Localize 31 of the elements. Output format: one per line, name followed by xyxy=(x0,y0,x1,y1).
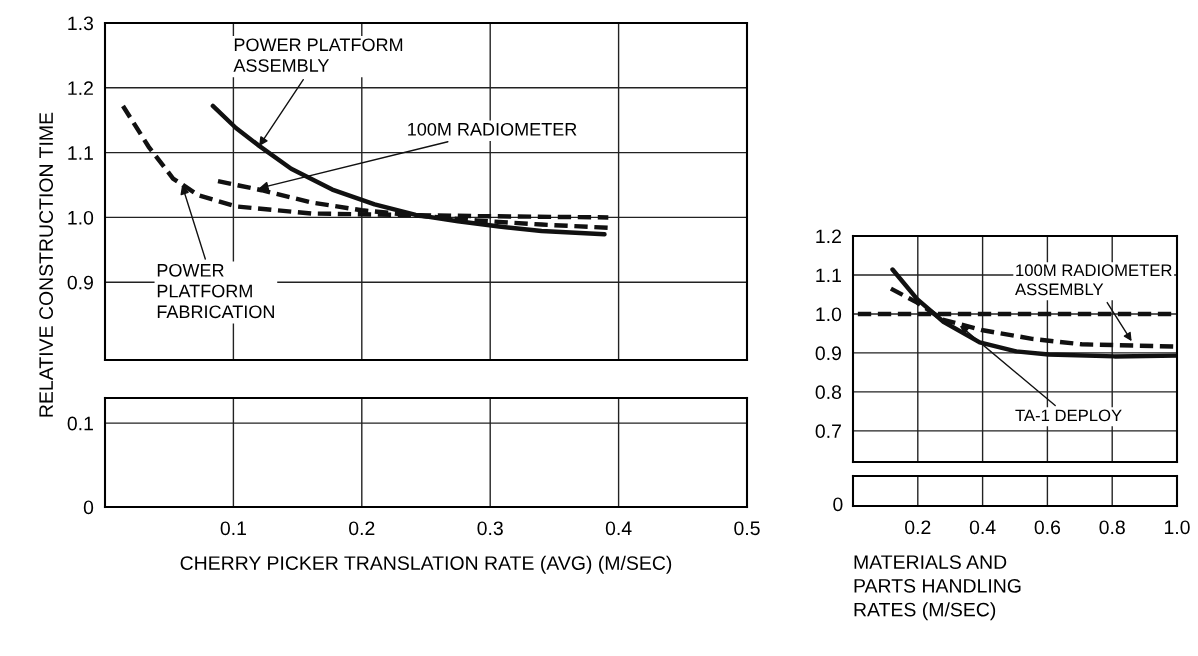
x-axis-title: CHERRY PICKER TRANSLATION RATE (AVG) (M/SEC) xyxy=(180,555,672,574)
y-tick-label: 1.0 xyxy=(68,210,94,225)
y-tick-label: 1.1 xyxy=(816,268,841,283)
x-tick-label: 0.2 xyxy=(349,521,375,536)
x-tick-label: 1.0 xyxy=(1164,520,1190,535)
x-tick-label: 0.4 xyxy=(969,520,996,535)
y-tick-label: 0.8 xyxy=(815,385,842,400)
annotation: TA-1 DEPLOY xyxy=(1015,409,1122,422)
y-tick-label: 1.1 xyxy=(68,146,93,160)
annotation: 100M RADIOMETER xyxy=(408,122,577,136)
y-tick-label: 0.9 xyxy=(815,346,841,361)
x-axis-title: MATERIALS AND PARTS HANDLING RATES (M/SEC) xyxy=(854,555,1021,621)
y-tick-label: 0.9 xyxy=(67,275,93,290)
annotation: 100M RADIOMETER ASSEMBLY xyxy=(1015,264,1172,296)
y-tick-label: 1.2 xyxy=(816,229,841,244)
y-tick-label: 1.2 xyxy=(68,81,93,95)
x-tick-label: 0.4 xyxy=(605,521,632,536)
x-tick-label: 0.5 xyxy=(734,521,760,536)
y-tick-label: 1.3 xyxy=(68,16,94,31)
x-tick-label: 0.8 xyxy=(1099,520,1125,535)
x-tick-label: 0.3 xyxy=(477,521,503,536)
y-tick-label: 1.0 xyxy=(816,307,842,322)
y-tick-label: 0.1 xyxy=(67,416,93,431)
x-tick-label: 0.1 xyxy=(220,521,246,536)
annotation: POWER PLATFORM FABRICATION xyxy=(157,263,274,319)
x-tick-label: 0.6 xyxy=(1034,520,1061,535)
y-tick-label: 0.7 xyxy=(815,424,841,439)
annotation: POWER PLATFORM ASSEMBLY xyxy=(233,38,403,72)
x-tick-label: 0.2 xyxy=(905,520,931,535)
y-tick-label: 0 xyxy=(83,500,94,515)
y-axis-title: RELATIVE CONSTRUCTION TIME xyxy=(39,112,54,417)
